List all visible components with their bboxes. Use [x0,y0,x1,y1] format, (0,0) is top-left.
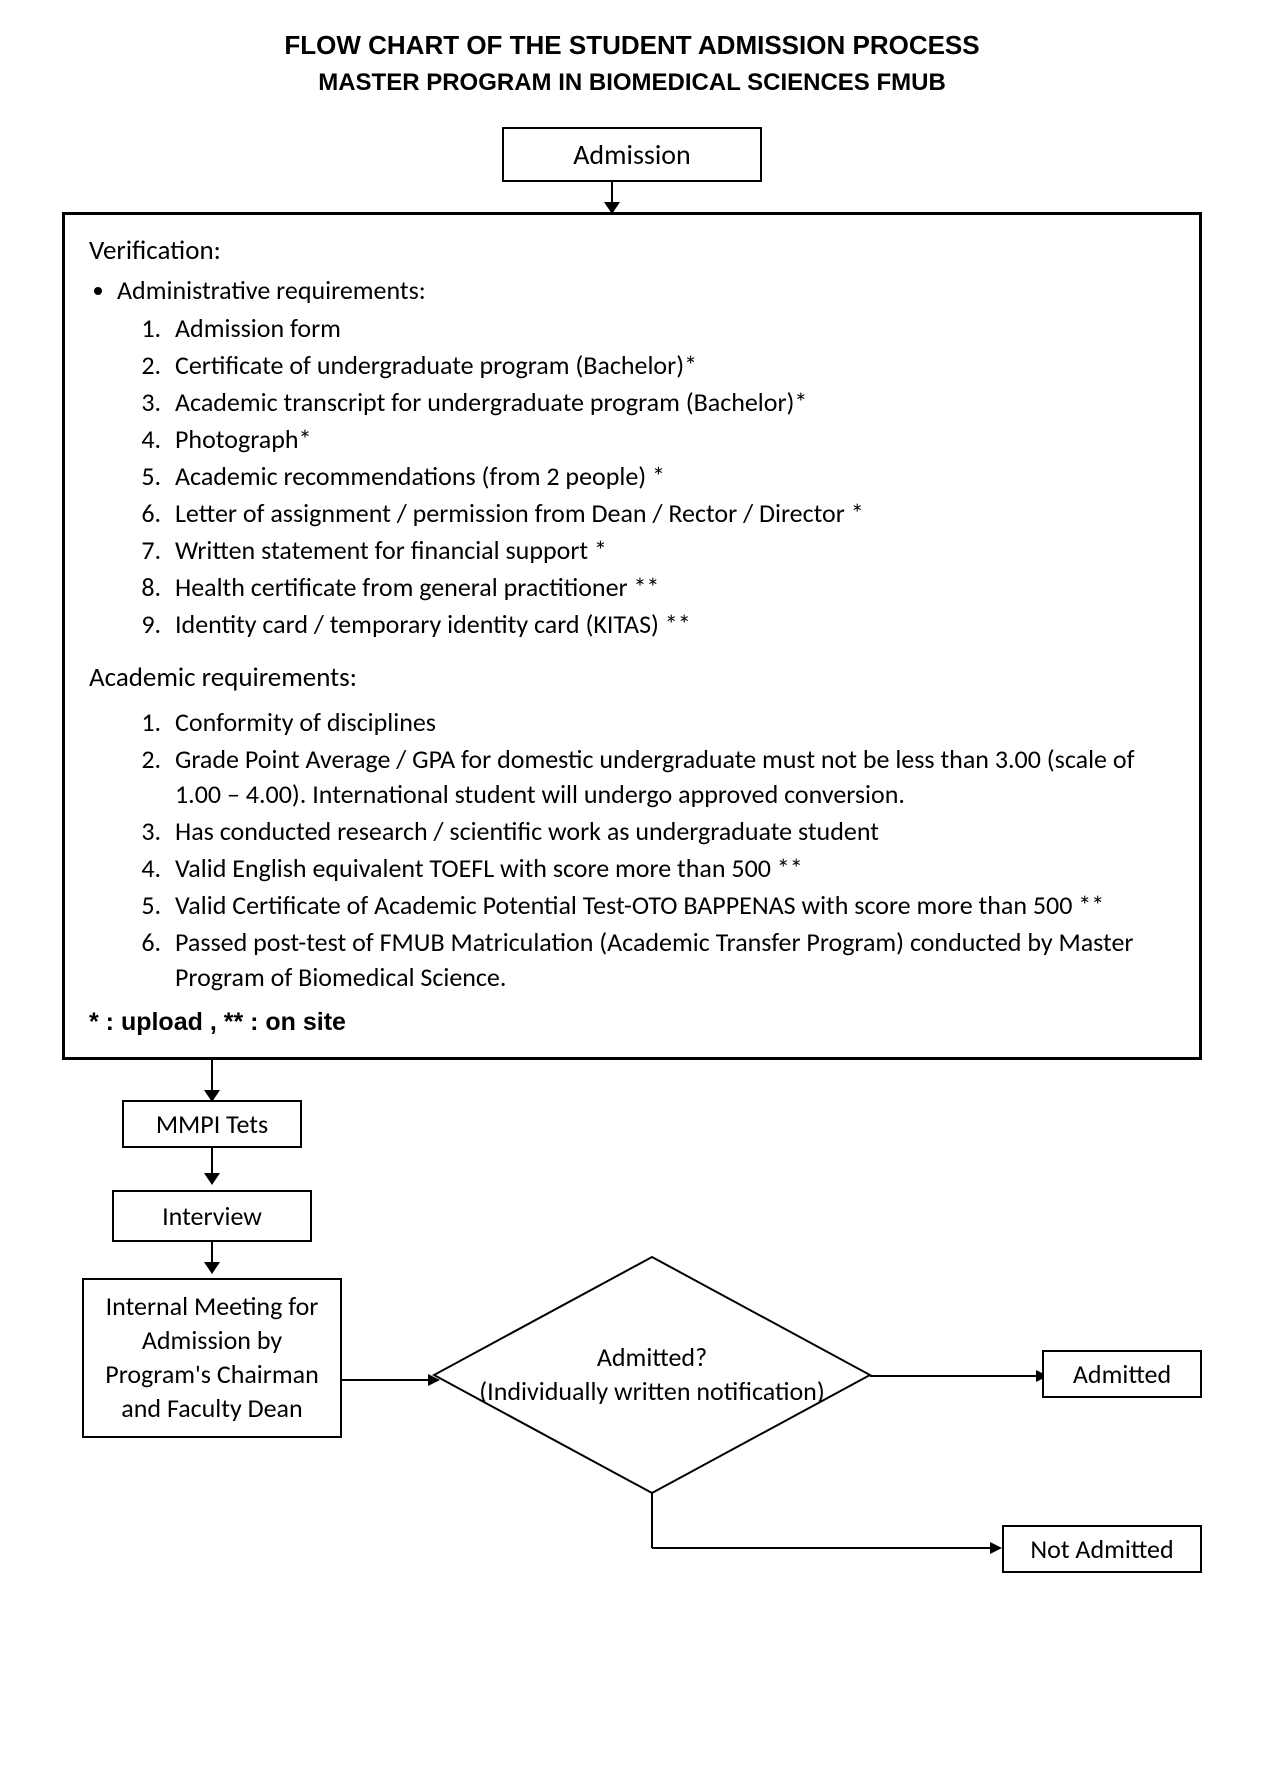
list-item: Valid Certificate of Academic Potential … [167,888,1175,923]
arrow-mmpi-to-interview [211,1148,213,1183]
list-item: Passed post-test of FMUB Matriculation (… [167,925,1175,995]
verification-heading: Verification: [89,233,1175,269]
node-admission: Admission [502,127,762,182]
flow-bottom-area: MMPI Tets Interview Internal Meeting for… [62,1060,1202,1580]
list-item: Written statement for financial support … [167,533,1175,568]
list-item: Health certificate from general practiti… [167,570,1175,605]
academic-heading: Academic requirements: [89,660,1175,696]
list-item: Valid English equivalent TOEFL with scor… [167,851,1175,886]
list-item: Identity card / temporary identity card … [167,607,1175,642]
list-item: Conformity of disciplines [167,705,1175,740]
node-interview: Interview [112,1190,312,1242]
list-item: Grade Point Average / GPA for domestic u… [167,742,1175,812]
legend-text: * : upload , ** : on site [89,1006,1175,1040]
arrow-interview-to-meeting [211,1242,213,1272]
list-item: Has conducted research / scientific work… [167,814,1175,849]
node-decision: Admitted? (Individually written notifica… [432,1255,872,1495]
node-meeting: Internal Meeting for Admission by Progra… [82,1278,342,1437]
academic-requirements-list: Conformity of disciplinesGrade Point Ave… [167,705,1175,996]
page-title-1: FLOW CHART OF THE STUDENT ADMISSION PROC… [50,30,1214,61]
node-not-admitted: Not Admitted [1002,1525,1202,1573]
flowchart-page: FLOW CHART OF THE STUDENT ADMISSION PROC… [0,0,1264,1600]
node-admitted: Admitted [1042,1350,1202,1398]
list-item: Admission form [167,311,1175,346]
arrow-verification-to-mmpi [211,1060,213,1100]
node-mmpi: MMPI Tets [122,1100,302,1148]
node-verification: Verification: Administrative requirement… [62,212,1202,1060]
arrow-meeting-to-decision [342,1370,442,1390]
page-title-2: MASTER PROGRAM IN BIOMEDICAL SCIENCES FM… [50,69,1214,97]
list-item: Photograph* [167,422,1175,457]
decision-line2: (Individually written notification) [479,1375,824,1407]
arrow-admission-to-verification [611,182,613,212]
admin-heading: Administrative requirements: [117,273,1175,308]
list-item: Academic transcript for undergraduate pr… [167,385,1175,420]
arrow-decision-to-not-admitted [650,1493,1010,1563]
admin-requirements-list: Admission formCertificate of undergradua… [167,311,1175,643]
list-item: Letter of assignment / permission from D… [167,496,1175,531]
list-item: Certificate of undergraduate program (Ba… [167,348,1175,383]
list-item: Academic recommendations (from 2 people)… [167,459,1175,494]
decision-line1: Admitted? [597,1342,707,1374]
arrow-decision-to-admitted [870,1366,1050,1386]
